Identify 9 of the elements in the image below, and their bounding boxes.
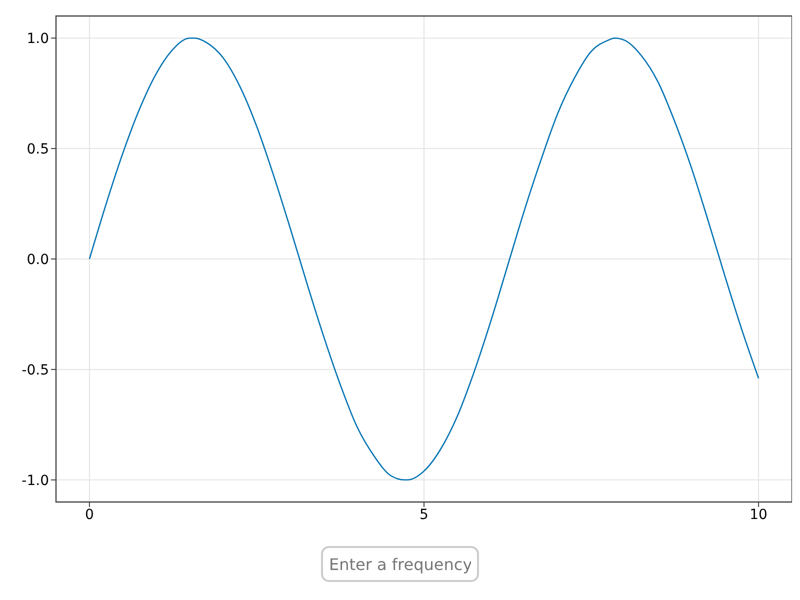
x-tick-label: 0 [84, 506, 94, 523]
x-tick-label: 5 [420, 506, 428, 523]
y-tick-label: 1.0 [26, 31, 49, 48]
y-tick-label: 0.0 [26, 252, 49, 268]
y-tick-label: 0.5 [26, 142, 49, 158]
y-tick-label: -0.5 [22, 362, 49, 378]
x-tick-label: 10 [750, 506, 768, 523]
y-tick-label: -1.0 [22, 472, 49, 489]
line-series [88, 37, 760, 481]
